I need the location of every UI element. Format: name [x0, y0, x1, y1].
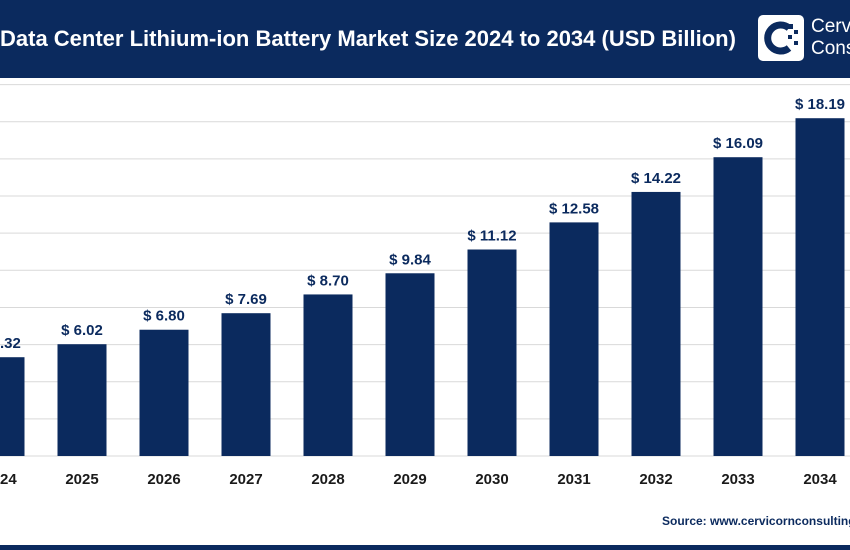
data-label-2034: $ 18.19: [795, 96, 845, 113]
x-tick-2025: 2025: [65, 471, 98, 488]
x-tick-2033: 2033: [721, 471, 754, 488]
data-label-2032: $ 14.22: [631, 170, 681, 187]
x-tick-2032: 2032: [639, 471, 672, 488]
x-tick-2030: 2030: [475, 471, 508, 488]
logo-mark-icon: [758, 15, 804, 61]
data-label-2027: $ 7.69: [225, 291, 267, 308]
data-label-2031: $ 12.58: [549, 200, 599, 217]
company-logo: Cervicorn Consulting: [758, 12, 850, 66]
bar-2032: [631, 191, 681, 456]
bar-2029: [385, 273, 435, 456]
x-axis-ticks: 2024 2025 2026 2027 2028 2029 2030 2031 2032 2033…: [0, 471, 837, 488]
data-label-2025: $ 6.02: [61, 322, 103, 339]
bar-2028: [303, 294, 353, 456]
x-tick-2027: 2027: [229, 471, 262, 488]
bar-2031: [549, 222, 599, 456]
bar-2027: [221, 313, 271, 456]
bar-2026: [139, 329, 189, 456]
x-tick-2034: 2034: [803, 471, 837, 488]
logo-text: Cervicorn Consulting: [811, 16, 850, 59]
x-tick-2028: 2028: [311, 471, 344, 488]
footer-line: [0, 545, 850, 550]
x-tick-2024: 2024: [0, 471, 17, 488]
x-tick-2026: 2026: [147, 471, 180, 488]
bar-chart: $ 5.32 $ 6.02 $ 6.80 $ 7.69 $ 8.70 $ 9.84 $ 11…: [0, 84, 850, 488]
bar-2030: [467, 249, 517, 456]
data-label-2026: $ 6.80: [143, 308, 185, 325]
source-note: Source: www.cervicornconsulting.com: [662, 514, 850, 528]
bar-2025: [57, 344, 107, 456]
data-label-2030: $ 11.12: [467, 228, 516, 245]
bars: [0, 118, 845, 456]
bar-2034: [795, 118, 845, 456]
header-banner: Data Center Lithium-ion Battery Market S…: [0, 0, 850, 78]
data-label-2029: $ 9.84: [389, 251, 431, 268]
x-tick-2031: 2031: [557, 471, 590, 488]
x-tick-2029: 2029: [393, 471, 426, 488]
data-label-2024: $ 5.32: [0, 335, 21, 352]
data-label-2028: $ 8.70: [307, 272, 349, 289]
bar-2033: [713, 157, 763, 456]
data-labels: $ 5.32 $ 6.02 $ 6.80 $ 7.69 $ 8.70 $ 9.84 $ 11…: [0, 96, 845, 352]
chart-title: Data Center Lithium-ion Battery Market S…: [0, 26, 736, 51]
bar-2024: [0, 357, 25, 456]
data-label-2033: $ 16.09: [713, 135, 763, 152]
